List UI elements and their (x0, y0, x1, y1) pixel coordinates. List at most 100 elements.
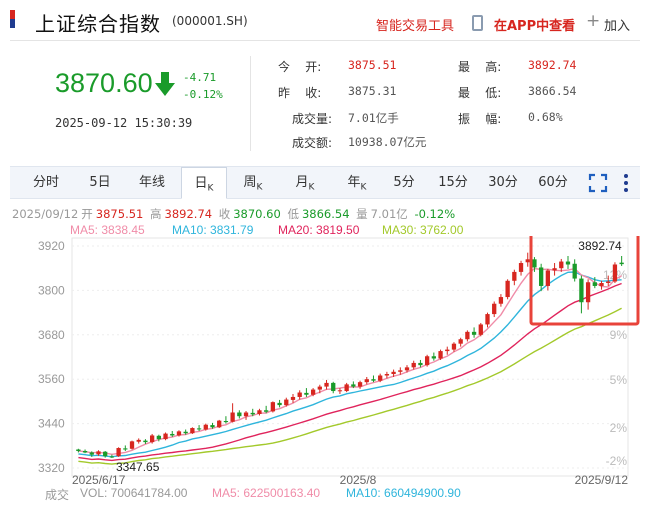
kline-chart[interactable]: 39203800368035603440332012%9%5%2%-2%2025… (0, 236, 650, 488)
x-tick-label: 2025/8 (340, 473, 377, 487)
brand-logo (10, 10, 15, 28)
trading-tools-link[interactable]: 智能交易工具 (376, 19, 455, 34)
stat-volume-label: 成交量: (292, 112, 333, 126)
tab-yearline[interactable]: 年线 (138, 175, 165, 190)
candle-body (270, 402, 276, 412)
candle-body (458, 339, 463, 344)
y-tick-label: 3920 (38, 239, 65, 253)
candle-body (176, 431, 182, 436)
stat-volume-value: 7.01亿手 (348, 111, 399, 125)
fullscreen-icon[interactable] (588, 173, 608, 193)
ma5-legend: MA5: 3838.45 (70, 223, 145, 237)
stat-amplitude-value: 0.68% (528, 110, 563, 124)
candle-body (471, 331, 477, 335)
candle-body (418, 362, 423, 366)
candle-body (364, 379, 369, 383)
price-change: -4.71 -0.12% (183, 69, 223, 103)
tab-monthly-k[interactable]: 月K (295, 175, 315, 193)
candle-body (277, 402, 282, 406)
candle-body (552, 268, 557, 271)
candle-body (498, 297, 504, 304)
candle-body (156, 435, 161, 440)
tab-5min[interactable]: 5分 (393, 175, 415, 190)
ma20-legend: MA20: 3819.50 (278, 223, 360, 237)
candle-body (599, 283, 604, 286)
header: 上证综合指数 (000001.SH) 智能交易工具 在APP中查看 + 加入 (0, 0, 650, 45)
add-button[interactable]: 加入 (604, 19, 631, 34)
ma10-legend: MA10: 3831.79 (172, 223, 254, 237)
candle-body (129, 441, 135, 449)
candle-body (612, 264, 618, 282)
y-tick-label: 3560 (38, 372, 65, 386)
down-arrow-icon (155, 72, 175, 96)
tab-weekly-k[interactable]: 周K (243, 175, 263, 193)
candle-body (404, 367, 410, 371)
stat-low-label: 最 低: (458, 86, 502, 100)
y-tick-label: 3320 (38, 461, 65, 475)
stat-amplitude-label: 振 幅: (458, 112, 502, 126)
candle-body (116, 448, 121, 457)
stat-prev-label: 昨 收: (278, 86, 322, 100)
current-price: 3870.60 (55, 68, 153, 98)
candle-body (344, 384, 349, 392)
candle-body (545, 270, 551, 286)
candle-body (572, 263, 577, 279)
candle-body (317, 386, 322, 390)
stat-high-label: 最 高: (458, 60, 502, 74)
ohlc-summary: 2025/09/12 开 3875.51 高 3892.74 收 3870.60 低 38… (12, 207, 456, 221)
candle-body (89, 452, 94, 455)
view-in-app-link[interactable]: 在APP中查看 (494, 19, 576, 34)
candle-body (532, 259, 537, 268)
candle-body (539, 267, 544, 286)
tab-yearly-k[interactable]: 年K (347, 175, 367, 193)
change-value: -4.71 (183, 71, 217, 84)
ma30-legend: MA30: 3762.00 (382, 223, 464, 237)
candle-body (284, 399, 289, 406)
candle-body (337, 390, 343, 392)
candle-body (109, 456, 115, 458)
volume-value: VOL: 700641784.00 (80, 486, 188, 500)
chart-frame (71, 237, 629, 477)
candle-body (565, 261, 571, 265)
candle-body (290, 396, 296, 400)
phone-icon (472, 15, 483, 31)
candle-body (378, 375, 383, 381)
period-tabs: 分时 5日 年线 日K 周K 月K 年K 5分 15分 30分 60分 (10, 166, 640, 199)
candle-body (384, 374, 390, 376)
more-icon[interactable] (624, 174, 630, 194)
candle-body (579, 278, 584, 303)
candle-body (505, 280, 510, 298)
candle-body (183, 431, 188, 434)
y-tick-label: 3680 (38, 328, 65, 342)
candle-body (190, 428, 195, 434)
candle-body (82, 450, 88, 453)
y-tick-label: 3440 (38, 417, 65, 431)
tab-15min[interactable]: 15分 (438, 175, 468, 190)
change-percent: -0.12% (183, 88, 223, 101)
candle-body (331, 382, 336, 392)
stat-open-value: 3875.51 (348, 58, 397, 72)
candle-body (203, 424, 208, 430)
tab-5day[interactable]: 5日 (89, 175, 111, 190)
tab-60min[interactable]: 60分 (538, 175, 568, 190)
tab-daily-k[interactable]: 日K (181, 167, 227, 199)
volume-label: 成交 (45, 488, 70, 502)
candle-body (324, 382, 329, 387)
candle-body (210, 425, 215, 428)
candle-body (223, 421, 229, 423)
candle-body (310, 389, 316, 395)
plus-icon[interactable]: + (586, 11, 601, 31)
candle-body (257, 410, 262, 414)
stat-open-label: 今 开: (278, 60, 322, 74)
candle-body (431, 356, 436, 359)
candle-body (525, 259, 530, 263)
tab-intraday[interactable]: 分时 (32, 175, 59, 190)
candle-body (136, 439, 141, 442)
quote-datetime: 2025-09-12 15:30:39 (55, 116, 193, 130)
stat-high-value: 3892.74 (528, 58, 577, 72)
candle-body (163, 433, 168, 440)
candle-body (492, 303, 497, 315)
tab-30min[interactable]: 30分 (488, 175, 518, 190)
stats-divider (250, 56, 251, 151)
candle-body (237, 412, 242, 417)
